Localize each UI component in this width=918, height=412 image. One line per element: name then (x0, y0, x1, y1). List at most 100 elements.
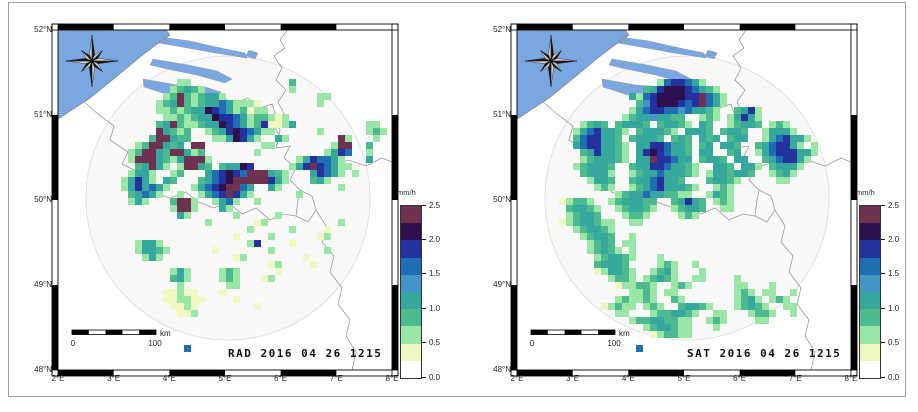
precip-cell (261, 177, 269, 185)
precip-cell (650, 324, 658, 332)
precip-cell (282, 114, 290, 122)
precip-cell (324, 156, 332, 164)
precip-cell (580, 128, 588, 136)
precip-cell (650, 128, 658, 136)
precip-cell (622, 114, 630, 122)
precip-cell (685, 93, 693, 101)
precip-cell (338, 149, 346, 157)
precip-cell (594, 261, 602, 269)
precip-cell (629, 303, 637, 311)
colorbar-segment (860, 223, 880, 241)
precip-cell (219, 191, 227, 199)
precip-cell (629, 233, 637, 241)
precip-cell (205, 163, 213, 171)
precip-cell (156, 156, 164, 164)
colorbar-segment (401, 309, 421, 327)
precip-cell (643, 163, 651, 171)
precip-cell (184, 163, 192, 171)
precip-cell (685, 310, 693, 318)
precip-cell (692, 163, 700, 171)
precip-cell (177, 156, 185, 164)
precip-cell (184, 268, 192, 276)
precip-cell (622, 268, 630, 276)
precip-cell (741, 289, 749, 297)
precip-cell (345, 135, 353, 143)
precip-cell (671, 317, 679, 325)
precip-cell (219, 177, 227, 185)
precip-cell (608, 219, 616, 227)
precip-cell (706, 191, 714, 199)
precip-cells-sat (559, 79, 819, 353)
precip-cell (317, 128, 325, 136)
precip-cell (657, 135, 665, 143)
precip-cell (219, 205, 227, 213)
precip-cell (678, 93, 686, 101)
precip-cell (170, 156, 178, 164)
precip-cell (580, 233, 588, 241)
precip-cell (629, 177, 637, 185)
precip-cell (184, 156, 192, 164)
precip-cell (671, 121, 679, 129)
colorbar-segment (860, 274, 880, 292)
precip-cell (282, 121, 290, 129)
precip-cell (699, 135, 707, 143)
precip-cell (671, 86, 679, 94)
precip-cell (678, 107, 686, 115)
lat-tick-label: 52°N (34, 25, 52, 34)
precip-cell (776, 156, 784, 164)
precip-cell (149, 254, 157, 262)
precip-cell (636, 93, 644, 101)
precip-cell (615, 303, 623, 311)
precip-cell (650, 149, 658, 157)
precip-cell (776, 128, 784, 136)
precip-cell (170, 149, 178, 157)
precip-cell (608, 303, 616, 311)
lon-tick-label: 7°E (329, 374, 343, 383)
precip-cell (205, 100, 213, 108)
precip-cell (692, 261, 700, 269)
precip-cell (636, 345, 644, 353)
precip-cell (678, 142, 686, 150)
precip-cell (275, 135, 283, 143)
precip-cell (706, 100, 714, 108)
precip-cell (275, 212, 283, 220)
precip-cell (657, 184, 665, 192)
precip-cell (268, 170, 276, 178)
precip-cell (282, 135, 290, 143)
precip-cell (289, 163, 297, 171)
precip-cell (156, 254, 164, 262)
colorbar-segment (860, 343, 880, 361)
precip-cell (657, 303, 665, 311)
precip-cell (594, 163, 602, 171)
colorbar-segment (401, 343, 421, 361)
precip-cell (184, 135, 192, 143)
precip-cell (713, 135, 721, 143)
precip-cell (664, 142, 672, 150)
precip-cell (149, 135, 157, 143)
precip-cell (233, 198, 241, 206)
precip-cell (713, 198, 721, 206)
precip-cell (622, 149, 630, 157)
precip-cell (790, 149, 798, 157)
precip-cell (275, 261, 283, 269)
precip-cell (310, 163, 318, 171)
precip-cell (212, 191, 220, 199)
precip-cell (629, 93, 637, 101)
precip-cell (128, 177, 136, 185)
precip-cell (657, 149, 665, 157)
precip-cell (338, 163, 346, 171)
precip-cell (170, 114, 178, 122)
precip-cell (629, 254, 637, 262)
precip-cell (317, 156, 325, 164)
precip-cell (580, 149, 588, 157)
precip-cell (657, 261, 665, 269)
precip-cell (226, 268, 234, 276)
precip-cell (727, 114, 735, 122)
precip-cell (685, 191, 693, 199)
precip-cell (233, 107, 241, 115)
precip-cell (261, 170, 269, 178)
precip-cell (685, 121, 693, 129)
precip-cell (170, 135, 178, 143)
precip-cell (748, 121, 756, 129)
precip-cell (664, 170, 672, 178)
